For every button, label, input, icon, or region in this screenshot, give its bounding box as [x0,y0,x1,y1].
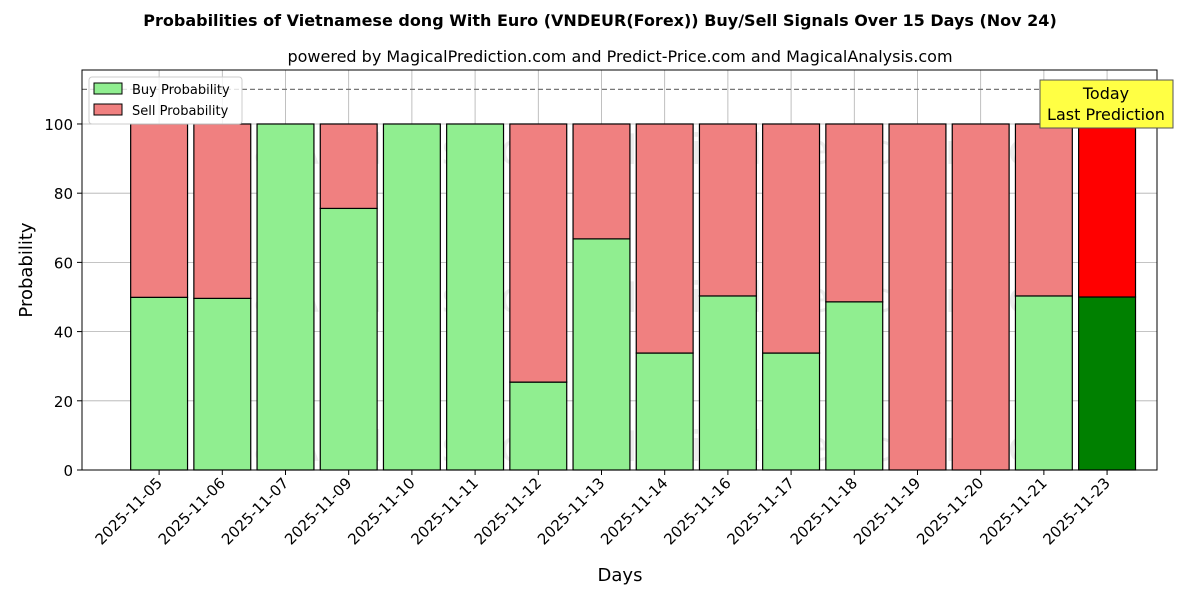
x-tick-label: 2025-11-05 [92,474,166,548]
today-annotation: Today Last Prediction [1039,79,1174,129]
legend-swatch-buy [93,82,123,95]
buy-bar [319,207,378,471]
x-tick-label: 2025-11-09 [281,474,355,548]
plot-frame [81,69,1158,471]
annotation-box [1039,79,1174,129]
sell-bar [1014,123,1073,297]
buy-bar [1014,295,1073,471]
legend-swatch-sell [93,103,123,116]
sell-bar [698,123,757,297]
x-tick-label: 2025-11-20 [913,474,987,548]
y-tick-label: 20 [54,393,73,411]
buy-bar [193,297,252,471]
x-tick-label: 2025-11-16 [660,474,734,548]
buy-bar [572,238,631,471]
sell-bar [193,123,252,299]
sell-bar [319,123,378,210]
sell-bar [1078,123,1137,298]
sell-bar [509,123,568,383]
buy-bar [509,381,568,471]
x-axis-label: Days [598,565,643,586]
buy-bar [635,352,694,471]
x-tick-label: 2025-11-11 [408,474,482,548]
legend: Buy Probability Sell Probability [88,76,243,125]
annotation-line1: Today [1082,84,1129,103]
buy-bar [762,352,821,471]
chart-subtitle: powered by MagicalPrediction.com and Pre… [287,47,952,66]
buy-bar [256,123,315,471]
x-tick-label: 2025-11-19 [850,474,924,548]
y-tick-label: 80 [54,185,73,203]
y-tick-label: 40 [54,324,73,342]
x-tick-label: 2025-11-07 [218,474,292,548]
sell-bar [130,123,189,298]
x-tick-label: 2025-11-10 [344,474,418,548]
sell-bar [635,123,694,354]
sell-bar [888,123,947,471]
sell-bar [825,123,884,303]
x-tick-label: 2025-11-06 [155,474,229,548]
chart-title: Probabilities of Vietnamese dong With Eu… [143,11,1057,30]
annotation-line2: Last Prediction [1047,105,1165,124]
buy-bar [698,295,757,471]
y-tick-label: 60 [54,254,73,272]
legend-box [88,76,243,125]
buy-bar [382,123,441,471]
x-tick-label: 2025-11-14 [597,474,671,548]
legend-label-sell: Sell Probability [132,104,229,119]
x-tick-label: 2025-11-21 [976,474,1050,548]
buy-bar [1078,296,1137,471]
sell-bar [762,123,821,354]
sell-bar [951,123,1010,471]
x-tick-label: 2025-11-23 [1040,474,1114,548]
legend-label-buy: Buy Probability [132,83,230,98]
sell-bar [572,123,631,240]
buy-bar [825,301,884,471]
x-tick-label: 2025-11-17 [724,474,798,548]
buy-bar [130,296,189,471]
y-axis-label: Probability [16,222,37,317]
x-tick-label: 2025-11-18 [787,474,861,548]
y-tick-label: 0 [63,462,73,480]
buy-bar [446,123,505,471]
y-tick-label: 100 [44,116,73,134]
x-tick-label: 2025-11-12 [471,474,545,548]
x-tick-label: 2025-11-13 [534,474,608,548]
